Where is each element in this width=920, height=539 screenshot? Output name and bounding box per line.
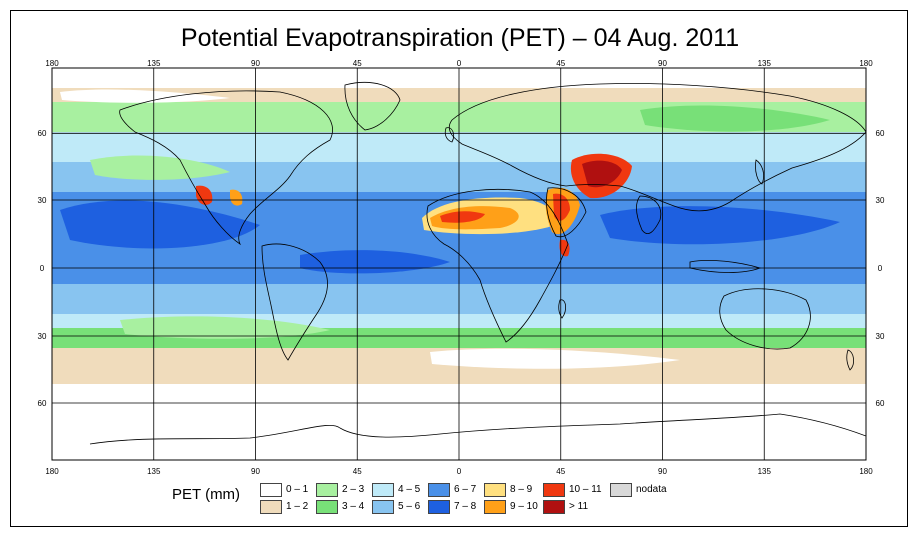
lon-label-top-8: 180	[859, 59, 873, 68]
bottom-lon-labels: 180 135 90 45 0 45 90 135 180	[45, 467, 873, 476]
legend-label-12: nodata	[636, 484, 667, 495]
legend-label-8: 8 – 9	[510, 484, 533, 495]
lon-label-top-2: 90	[251, 59, 260, 68]
outline-new-zealand	[846, 349, 854, 371]
legend-label-6: 6 – 7	[454, 484, 477, 495]
map-border	[51, 67, 867, 461]
legend-swatch-9	[484, 500, 506, 514]
lat-label-left-3: 30	[38, 332, 47, 341]
lon-label-top-1: 135	[147, 59, 161, 68]
left-lat-labels: 60 30 0 30 60	[38, 129, 47, 408]
outline-greenland	[344, 82, 401, 131]
lon-label-top-7: 135	[758, 59, 772, 68]
legend-label-2: 2 – 3	[342, 484, 365, 495]
hotspot-sahara-hot	[440, 211, 485, 223]
lat-label-left-4: 60	[38, 399, 47, 408]
legend-label-4: 4 – 5	[398, 484, 421, 495]
lat-label-left-0: 60	[38, 129, 47, 138]
hotspot-horn	[559, 239, 570, 257]
lon-label-top-4: 0	[457, 59, 462, 68]
legend-label-3: 3 – 4	[342, 501, 365, 512]
lon-label-bottom-5: 45	[556, 467, 565, 476]
legend-label-0: 0 – 1	[286, 484, 309, 495]
legend-swatch-8	[484, 483, 506, 497]
patch-green-southpac	[120, 316, 330, 339]
legend-label-10: 10 – 11	[569, 484, 602, 495]
hotspot-arabia-core	[553, 193, 570, 221]
patch-green-pacific	[90, 155, 230, 180]
lat-label-left-2: 0	[40, 264, 45, 273]
patch-green-siberia	[640, 105, 830, 132]
outline-south-america	[261, 243, 328, 361]
lat-label-right-0: 60	[876, 129, 885, 138]
legend-swatch-12	[610, 483, 632, 497]
legend-swatch-5	[372, 500, 394, 514]
lon-label-bottom-6: 90	[658, 467, 667, 476]
legend-swatch-0	[260, 483, 282, 497]
lon-label-bottom-8: 180	[859, 467, 873, 476]
outline-africa	[426, 188, 569, 343]
patch-ocean-blue-2	[600, 206, 840, 245]
lon-label-bottom-2: 90	[251, 467, 260, 476]
legend-swatch-1	[260, 500, 282, 514]
lon-label-bottom-0: 180	[45, 467, 59, 476]
graticule	[52, 68, 866, 460]
lon-label-top-5: 45	[556, 59, 565, 68]
legend-swatch-11	[543, 500, 565, 514]
legend-swatch-3	[316, 500, 338, 514]
patch-beige-north	[60, 89, 230, 103]
outline-north-america	[119, 90, 333, 246]
legend-label-5: 5 – 6	[398, 501, 421, 512]
legend-title: PET (mm)	[172, 486, 241, 503]
legend-label-1: 1 – 2	[286, 501, 309, 512]
legend-swatch-6	[428, 483, 450, 497]
outline-madagascar	[558, 299, 566, 319]
lat-label-right-4: 60	[876, 399, 885, 408]
lon-label-bottom-4: 0	[457, 467, 462, 476]
legend-swatch-10	[543, 483, 565, 497]
hotspot-southwest-us	[230, 189, 243, 206]
lat-label-left-1: 30	[38, 196, 47, 205]
figure-frame	[10, 10, 908, 527]
outline-japan	[755, 159, 764, 185]
legend-label-11: > 11	[569, 501, 588, 512]
outline-australia	[719, 288, 811, 350]
patch-beige-south	[430, 348, 680, 369]
lon-label-bottom-1: 135	[147, 467, 161, 476]
outline-eurasia	[448, 83, 866, 212]
top-lon-labels: 180 135 90 45 0 45 90 135 180	[45, 59, 873, 68]
patch-ocean-blue-3	[300, 250, 450, 274]
lon-label-top-6: 90	[658, 59, 667, 68]
lon-label-bottom-3: 45	[353, 467, 362, 476]
lon-label-top-0: 180	[45, 59, 59, 68]
lat-label-right-2: 0	[878, 264, 883, 273]
lat-label-right-1: 30	[876, 196, 885, 205]
lat-label-right-3: 30	[876, 332, 885, 341]
right-lat-labels: 60 30 0 30 60	[876, 129, 885, 408]
outline-india	[636, 195, 662, 234]
hotspot-iran-core	[582, 160, 622, 188]
lon-label-top-3: 45	[353, 59, 362, 68]
legend-swatch-7	[428, 500, 450, 514]
map-title: Potential Evapotranspiration (PET) – 04 …	[180, 24, 740, 52]
outline-arabia	[546, 187, 587, 238]
legend-swatch-4	[372, 483, 394, 497]
legend-label-9: 9 – 10	[510, 501, 538, 512]
lon-label-bottom-7: 135	[758, 467, 772, 476]
legend-swatch-2	[316, 483, 338, 497]
legend-label-7: 7 – 8	[454, 501, 477, 512]
outline-antarctica	[89, 413, 866, 445]
